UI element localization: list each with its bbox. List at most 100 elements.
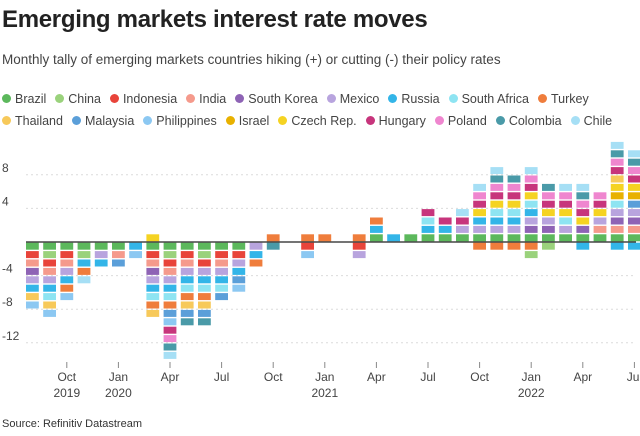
bar-segment: [215, 284, 228, 292]
bar-segment: [43, 301, 56, 309]
y-tick-label: 8: [2, 161, 9, 175]
bar-segment: [146, 293, 160, 301]
bar-segment: [215, 259, 228, 267]
bar-segment: [610, 234, 624, 242]
bar-segment: [215, 293, 228, 301]
bar-segment: [576, 192, 590, 200]
legend-swatch: [2, 116, 11, 126]
legend-item: Russia: [388, 88, 440, 110]
bar-segment: [524, 192, 538, 200]
bar-segment: [610, 242, 624, 250]
chart-title: Emerging markets interest rate moves: [2, 6, 428, 33]
bar-segment: [198, 293, 211, 301]
bar-segment: [490, 175, 504, 183]
bar-segment: [163, 318, 177, 326]
chart-subtitle: Monthly tally of emerging markets countr…: [2, 52, 501, 67]
bar-segment: [266, 242, 280, 250]
bar-segment: [438, 234, 452, 242]
bar-segment: [232, 251, 246, 259]
bar-segment: [490, 183, 504, 191]
bar-segment: [370, 234, 383, 242]
bar-segment: [370, 217, 383, 225]
bar-segment: [473, 217, 486, 225]
bar-segment: [77, 276, 91, 284]
bar-segment: [473, 183, 486, 191]
bar-segment: [163, 284, 177, 292]
bar-segment: [198, 242, 211, 250]
bar-segment: [180, 293, 194, 301]
bar-segment: [198, 251, 211, 259]
bar-segment: [180, 276, 194, 284]
legend-label: Czech Rep.: [291, 114, 357, 128]
legend-swatch: [55, 94, 65, 104]
legend-swatch: [2, 94, 11, 104]
bar-segment: [146, 267, 160, 275]
bar-segment: [593, 217, 607, 225]
bar-segment: [249, 242, 263, 250]
bar-segment: [163, 293, 177, 301]
bar-segment: [542, 209, 555, 217]
bar-segment: [26, 276, 39, 284]
x-tick-label: Oct: [264, 370, 283, 384]
bar-segment: [215, 276, 228, 284]
bar-segment: [163, 326, 177, 334]
bar-segment: [112, 259, 125, 267]
bar-segment: [542, 225, 555, 233]
bar-segment: [576, 183, 590, 191]
legend-item: South Africa: [448, 88, 529, 110]
bar-segment: [559, 225, 572, 233]
bar-segment: [456, 234, 469, 242]
bar-segment: [146, 259, 160, 267]
bar-segment: [198, 309, 211, 317]
legend-label: China: [68, 92, 101, 106]
bar-segment: [163, 267, 177, 275]
bar-segment: [43, 251, 56, 259]
bar-segment: [232, 267, 246, 275]
legend-item: Indonesia: [109, 88, 178, 110]
bar-segment: [628, 167, 640, 175]
bar-segment: [610, 150, 624, 158]
bar-segment: [232, 259, 246, 267]
legend-item: Brazil: [2, 88, 46, 110]
bar-segment: [576, 242, 590, 250]
bar-segment: [146, 309, 160, 317]
bar-segment: [60, 293, 74, 301]
legend-item: South Korea: [235, 88, 318, 110]
y-tick-label: -4: [2, 262, 13, 276]
bar-segment: [180, 259, 194, 267]
x-tick-year: 2019: [53, 386, 80, 400]
bar-segment: [129, 242, 142, 250]
legend-label: South Africa: [461, 92, 529, 106]
bar-segment: [507, 209, 521, 217]
x-tick-label: Oct: [470, 370, 489, 384]
bar-segment: [524, 209, 538, 217]
bar-segment: [163, 343, 177, 351]
legend-swatch: [537, 94, 547, 104]
bar-segment: [559, 234, 572, 242]
legend-label: Philippines: [156, 114, 217, 128]
bar-segment: [456, 225, 469, 233]
bar-segment: [232, 242, 246, 250]
bar-segment: [576, 209, 590, 217]
bar-segment: [60, 242, 74, 250]
bar-segment: [26, 242, 39, 250]
bar-segment: [610, 217, 624, 225]
bar-segment: [524, 183, 538, 191]
legend-item: Czech Rep.: [278, 110, 357, 132]
bar-segment: [507, 192, 521, 200]
bar-segment: [129, 251, 142, 259]
bar-segment: [163, 309, 177, 317]
bar-segment: [610, 175, 624, 183]
bar-segment: [524, 167, 538, 175]
bar-segment: [94, 251, 108, 259]
legend-label: Indonesia: [122, 92, 178, 106]
legend-item: Malaysia: [71, 110, 134, 132]
bar-segment: [507, 242, 521, 250]
legend-swatch: [235, 94, 245, 104]
legend-item: Hungary: [365, 110, 426, 132]
legend-swatch: [186, 94, 196, 104]
bar-segment: [593, 200, 607, 208]
legend-item: Israel: [225, 110, 269, 132]
legend-label: India: [199, 92, 227, 106]
bar-segment: [26, 301, 39, 309]
